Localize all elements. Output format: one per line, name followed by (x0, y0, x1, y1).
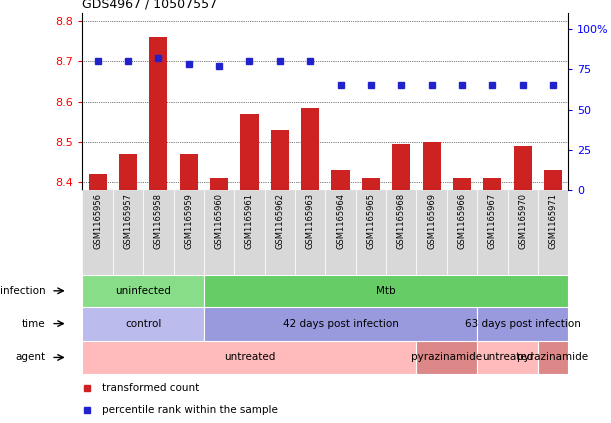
Text: GSM1165963: GSM1165963 (306, 193, 315, 249)
Text: control: control (125, 319, 161, 329)
Text: GSM1165971: GSM1165971 (549, 193, 558, 249)
Text: GSM1165959: GSM1165959 (185, 193, 193, 249)
Bar (538, 190, 568, 275)
Bar (265, 190, 295, 275)
Text: GSM1165969: GSM1165969 (427, 193, 436, 249)
Text: agent: agent (15, 352, 45, 363)
Bar (423, 142, 441, 190)
Bar (301, 107, 320, 190)
Text: Mtb: Mtb (376, 286, 396, 296)
Bar (149, 37, 167, 190)
Text: GSM1165957: GSM1165957 (123, 193, 133, 249)
Bar (204, 190, 234, 275)
Bar (271, 130, 289, 190)
Bar (174, 190, 204, 275)
Bar (82, 275, 204, 307)
Bar (82, 307, 204, 341)
Text: time: time (22, 319, 45, 329)
Text: percentile rank within the sample: percentile rank within the sample (102, 405, 278, 415)
Bar (477, 341, 538, 374)
Bar (295, 190, 326, 275)
Bar (508, 190, 538, 275)
Bar (113, 190, 143, 275)
Bar (417, 341, 477, 374)
Bar (204, 307, 477, 341)
Bar (119, 154, 137, 190)
Bar (477, 307, 568, 341)
Bar (386, 190, 417, 275)
Bar (234, 190, 265, 275)
Text: GSM1165960: GSM1165960 (214, 193, 224, 249)
Text: GSM1165970: GSM1165970 (518, 193, 527, 249)
Bar (331, 170, 349, 190)
Bar (447, 190, 477, 275)
Text: untreated: untreated (482, 352, 533, 363)
Text: untreated: untreated (224, 352, 275, 363)
Text: pyrazinamide: pyrazinamide (518, 352, 588, 363)
Bar (392, 144, 411, 190)
Bar (210, 178, 229, 190)
Bar (538, 341, 568, 374)
Bar (89, 174, 107, 190)
Text: GSM1165964: GSM1165964 (336, 193, 345, 249)
Bar (477, 190, 508, 275)
Bar (240, 114, 258, 190)
Bar (453, 178, 471, 190)
Text: transformed count: transformed count (102, 383, 199, 393)
Bar (82, 190, 113, 275)
Text: GSM1165962: GSM1165962 (276, 193, 284, 249)
Bar (180, 154, 198, 190)
Bar (362, 178, 380, 190)
Text: infection: infection (0, 286, 45, 296)
Text: GSM1165958: GSM1165958 (154, 193, 163, 249)
Bar (143, 190, 174, 275)
Bar (326, 190, 356, 275)
Bar (204, 275, 568, 307)
Text: GSM1165965: GSM1165965 (367, 193, 375, 249)
Text: uninfected: uninfected (115, 286, 171, 296)
Bar (417, 190, 447, 275)
Bar (82, 341, 417, 374)
Text: GSM1165956: GSM1165956 (93, 193, 102, 249)
Text: GSM1165967: GSM1165967 (488, 193, 497, 249)
Bar (514, 146, 532, 190)
Text: GSM1165966: GSM1165966 (458, 193, 466, 249)
Text: 63 days post infection: 63 days post infection (465, 319, 580, 329)
Text: 42 days post infection: 42 days post infection (283, 319, 398, 329)
Text: pyrazinamide: pyrazinamide (411, 352, 482, 363)
Bar (544, 170, 562, 190)
Bar (356, 190, 386, 275)
Text: GSM1165961: GSM1165961 (245, 193, 254, 249)
Text: GDS4967 / 10507557: GDS4967 / 10507557 (82, 0, 218, 10)
Bar (483, 178, 502, 190)
Text: GSM1165968: GSM1165968 (397, 193, 406, 249)
